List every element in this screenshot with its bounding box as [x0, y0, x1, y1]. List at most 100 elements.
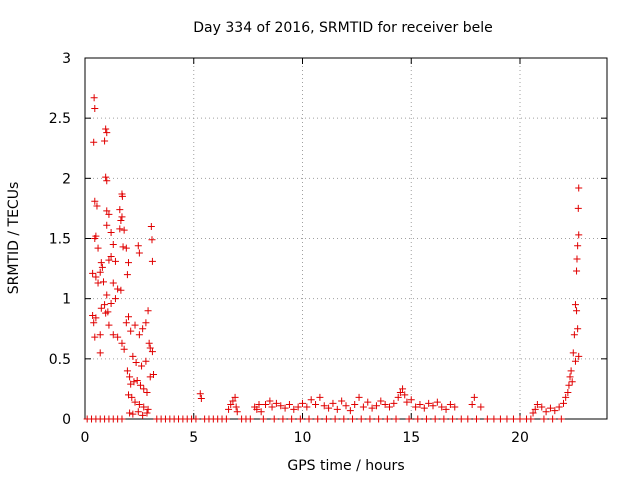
data-point — [148, 236, 156, 244]
data-point — [120, 345, 128, 353]
data-point — [574, 242, 582, 250]
y-tick-label: 1.5 — [49, 232, 71, 248]
data-point — [139, 325, 147, 333]
data-point — [425, 399, 433, 407]
data-point — [565, 381, 573, 389]
data-point — [126, 409, 134, 417]
data-point — [257, 408, 265, 416]
data-point — [429, 402, 437, 410]
data-point — [143, 409, 151, 417]
data-point — [111, 257, 119, 265]
data-point — [118, 192, 126, 200]
data-point — [571, 301, 579, 309]
data-point — [135, 401, 143, 409]
data-point — [533, 401, 541, 409]
data-point — [574, 325, 582, 333]
data-point — [571, 357, 579, 365]
data-point — [97, 259, 105, 267]
data-point — [329, 399, 337, 407]
x-tick-label: 20 — [511, 430, 529, 446]
data-point — [394, 393, 402, 401]
data-point — [457, 415, 465, 423]
data-point — [132, 358, 140, 366]
data-point — [355, 393, 363, 401]
data-point — [333, 405, 341, 413]
data-point — [233, 408, 241, 416]
data-point — [575, 184, 583, 192]
data-point — [147, 222, 155, 230]
data-point — [566, 373, 574, 381]
data-point — [551, 407, 559, 415]
data-point — [114, 285, 122, 293]
data-point — [90, 94, 98, 102]
data-point — [468, 401, 476, 409]
chart-title: Day 334 of 2016, SRMTID for receiver bel… — [193, 20, 492, 36]
x-tick-label: 5 — [189, 430, 198, 446]
data-point — [470, 393, 478, 401]
data-point — [105, 210, 113, 218]
data-point — [401, 391, 409, 399]
data-point — [477, 403, 485, 411]
data-point — [560, 399, 567, 407]
data-point — [281, 404, 289, 412]
data-point — [125, 313, 132, 321]
data-point — [144, 307, 152, 315]
data-point — [364, 398, 372, 406]
x-tick-label: 10 — [294, 430, 312, 446]
data-point — [366, 415, 374, 423]
data-point — [383, 415, 391, 423]
data-point — [109, 331, 117, 339]
data-point — [529, 409, 537, 417]
data-point — [299, 399, 306, 407]
data-point — [96, 331, 104, 339]
data-point — [142, 357, 150, 365]
data-point — [117, 286, 125, 294]
data-point — [449, 415, 457, 423]
data-point — [197, 395, 205, 403]
data-point — [134, 242, 142, 250]
data-point — [325, 404, 333, 412]
data-point — [303, 403, 311, 411]
y-tick-label: 0.5 — [49, 352, 71, 368]
data-point — [407, 396, 415, 404]
data-point — [127, 327, 135, 335]
data-point — [139, 411, 147, 419]
data-point — [285, 401, 293, 409]
data-point — [270, 415, 278, 423]
data-point — [390, 399, 398, 407]
data-point — [322, 415, 330, 423]
data-point — [118, 415, 126, 423]
data-point — [94, 244, 102, 252]
data-point — [102, 125, 110, 133]
data-point — [222, 415, 230, 423]
data-point — [103, 207, 111, 215]
data-point — [94, 279, 102, 287]
data-point — [381, 401, 389, 409]
data-point — [107, 299, 115, 307]
y-tick-label: 1 — [62, 292, 71, 308]
x-tick-label: 15 — [402, 430, 420, 446]
data-point — [342, 402, 350, 410]
data-point — [446, 401, 454, 409]
data-point — [122, 244, 130, 252]
data-point — [90, 138, 98, 146]
data-point — [312, 401, 320, 409]
data-point — [146, 344, 154, 352]
data-point — [357, 415, 365, 423]
data-point — [91, 105, 99, 113]
data-point — [268, 403, 276, 411]
data-point — [338, 397, 346, 405]
data-point — [229, 397, 237, 405]
data-point — [119, 243, 127, 251]
data-point — [136, 381, 144, 389]
data-point — [340, 415, 348, 423]
y-tick-labels: 0 0.5 1 1.5 2 2.5 3 — [49, 51, 71, 428]
data-point — [192, 415, 200, 423]
data-point — [129, 352, 137, 360]
data-point — [131, 321, 139, 329]
data-point — [138, 362, 146, 370]
data-point — [129, 410, 137, 418]
data-point — [140, 403, 148, 411]
data-point — [148, 257, 156, 265]
data-point — [122, 319, 130, 327]
